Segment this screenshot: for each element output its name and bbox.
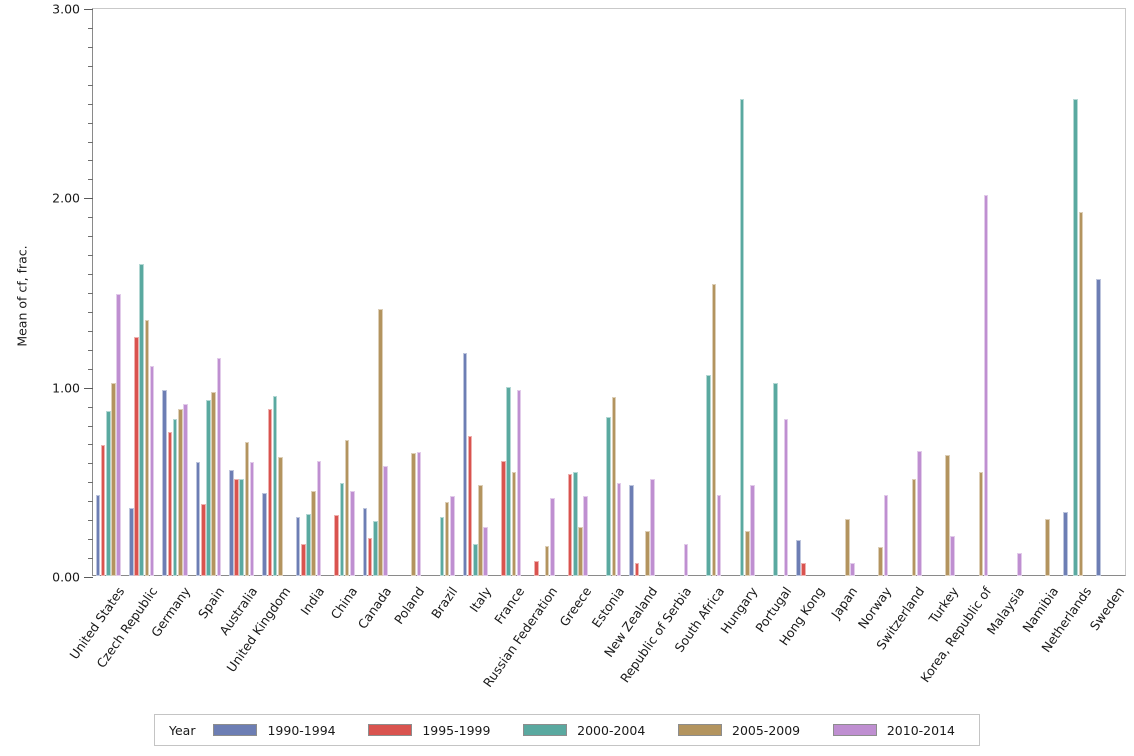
legend-items: 1990-1994 1995-1999 2000-2004 2005-2009 2010… xyxy=(213,723,965,738)
legend-swatch xyxy=(523,724,568,736)
x-axis-tick-label: Spain xyxy=(194,584,228,622)
x-axis-tick-label: Greece xyxy=(556,584,594,630)
legend-item[interactable]: 1995-1999 xyxy=(368,723,490,738)
legend-item-label: 1990-1994 xyxy=(267,722,336,738)
y-axis-tick-minor xyxy=(88,27,93,29)
y-axis-tick-minor xyxy=(88,425,93,427)
y-axis-tick-minor xyxy=(88,255,93,257)
y-axis-tick-minor xyxy=(88,293,93,294)
legend-item[interactable]: 2010-2014 xyxy=(832,722,955,738)
y-axis-tick-minor xyxy=(88,274,93,276)
x-axis-tick-label: Italy xyxy=(466,584,494,615)
x-axis-tick-label: Japan xyxy=(828,584,861,622)
y-axis-tick-minor xyxy=(88,368,93,370)
legend-item[interactable]: 1990-1994 xyxy=(213,722,336,738)
y-axis-tick-major xyxy=(84,387,93,389)
y-axis-tick-minor xyxy=(88,122,93,124)
y-axis-tick-minor xyxy=(88,160,93,162)
y-axis-tick-minor xyxy=(88,217,93,219)
y-axis-tick-label: 1.00 xyxy=(52,380,80,396)
y-axis-tick-major xyxy=(84,577,93,578)
plot-area: 0.00 1.00 2.00 3.00 xyxy=(52,2,1126,585)
y-axis-tick-minor xyxy=(88,444,93,446)
y-axis-tick-minor xyxy=(88,349,93,351)
x-axis-tick-label: Poland xyxy=(390,584,428,627)
y-axis-tick-minor xyxy=(88,65,93,67)
legend-item-label: 2010-2014 xyxy=(886,722,955,738)
y-axis-tick-major xyxy=(84,198,93,200)
y-axis-title: Mean of cf, frac. xyxy=(14,245,30,347)
x-axis-tick-label: Brazil xyxy=(428,584,461,622)
legend-swatch xyxy=(213,724,258,736)
y-axis-tick-minor xyxy=(88,463,93,465)
y-axis-tick-minor xyxy=(88,539,93,541)
y-axis-tick-minor xyxy=(88,179,93,181)
legend-title: Year xyxy=(169,722,196,738)
y-axis-tick-minor xyxy=(88,311,93,313)
y-axis-tick-minor xyxy=(88,558,93,560)
y-axis-tick-minor xyxy=(88,46,93,48)
legend-swatch xyxy=(368,724,413,736)
legend-item-label: 1995-1999 xyxy=(422,722,491,738)
legend-item[interactable]: 2005-2009 xyxy=(678,723,800,738)
x-axis-tick-label: Canada xyxy=(354,584,394,632)
y-axis-tick-minor xyxy=(88,141,93,143)
legend-item-label: 2005-2009 xyxy=(732,722,801,738)
y-axis-tick-minor xyxy=(88,501,93,503)
y-axis-tick-minor xyxy=(88,103,93,105)
y-axis-tick-minor xyxy=(88,520,93,522)
legend-swatch xyxy=(678,724,722,736)
y-axis-tick-minor xyxy=(88,84,93,86)
y-axis-tick-minor xyxy=(88,406,93,408)
x-axis-labels: United States Czech Republic Germany Spain A… xyxy=(66,576,1127,706)
legend-swatch xyxy=(832,724,877,736)
x-axis-tick-label: India xyxy=(297,584,328,618)
y-axis-tick-label: 3.00 xyxy=(52,1,80,17)
x-axis-tick-label: China xyxy=(327,584,361,622)
y-axis-tick-minor xyxy=(88,482,93,484)
y-axis-tick-minor xyxy=(88,236,93,238)
y-axis-tick-minor xyxy=(88,330,93,332)
legend: Year 1990-1994 1995-1999 2000-2004 2005-200… xyxy=(154,714,980,746)
y-axis-tick-label: 0.00 xyxy=(52,569,80,585)
y-axis-tick-major xyxy=(84,9,93,10)
legend-item-label: 2000-2004 xyxy=(577,722,646,738)
y-axis-tick-label: 2.00 xyxy=(52,190,80,206)
legend-item[interactable]: 2000-2004 xyxy=(523,723,645,738)
